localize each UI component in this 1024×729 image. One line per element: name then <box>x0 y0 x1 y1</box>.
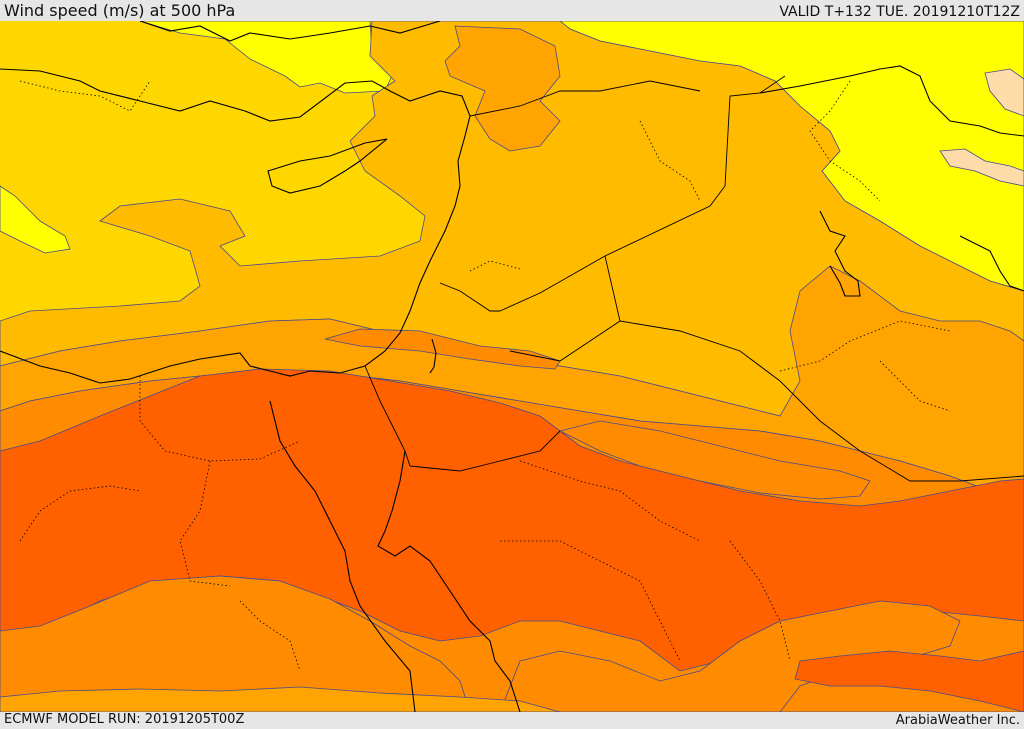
valid-time-label: VALID T+132 TUE. 20191210T12Z <box>779 4 1020 20</box>
model-run-label: ECMWF MODEL RUN: 20191205T00Z <box>4 712 245 727</box>
band-yellow-left <box>0 185 71 254</box>
band-orange-tongue <box>558 420 871 500</box>
footer-bar: ECMWF MODEL RUN: 20191205T00Z ArabiaWeat… <box>0 712 1024 729</box>
header-bar: Wind speed (m/s) at 500 hPa VALID T+132 … <box>0 0 1024 21</box>
dotted-borders <box>19 80 951 672</box>
map-canvas <box>0 21 1024 712</box>
band-light-peach-2 <box>939 148 1024 187</box>
map-title: Wind speed (m/s) at 500 hPa <box>4 1 236 20</box>
wind-speed-map <box>0 21 1024 712</box>
band-light-peach-1 <box>984 68 1024 117</box>
borders <box>364 75 1024 482</box>
brand-label: ArabiaWeather Inc. <box>895 713 1020 728</box>
band-orange-red-lower-right <box>794 650 1024 712</box>
band-orange-light-bottom <box>0 686 561 712</box>
band-orange-lower-left <box>0 575 471 712</box>
band-orange-red <box>0 368 1024 682</box>
coastlines <box>0 21 1024 712</box>
band-orange-strip <box>324 328 561 370</box>
band-orange-light-top <box>444 25 561 152</box>
